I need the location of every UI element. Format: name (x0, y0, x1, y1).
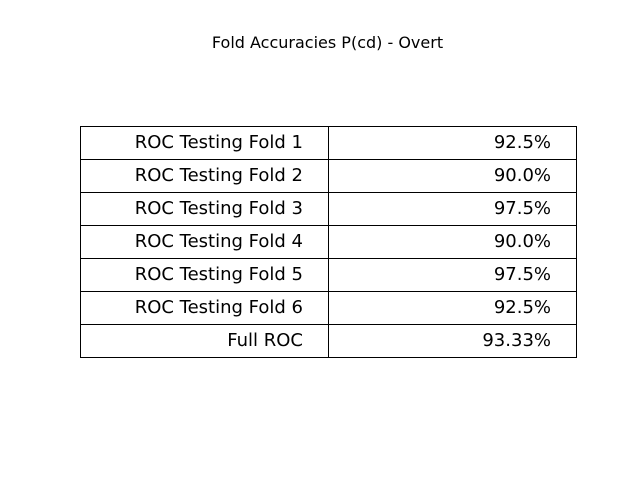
row-value: 93.33% (328, 324, 577, 358)
row-value: 90.0% (328, 225, 577, 259)
table-row: ROC Testing Fold 6 92.5% (80, 291, 577, 325)
row-label: Full ROC (80, 324, 329, 358)
row-label: ROC Testing Fold 5 (80, 258, 329, 292)
row-value: 92.5% (328, 291, 577, 325)
row-value: 90.0% (328, 159, 577, 193)
row-label: ROC Testing Fold 3 (80, 192, 329, 226)
table-row: ROC Testing Fold 1 92.5% (80, 126, 577, 160)
row-value: 97.5% (328, 258, 577, 292)
row-value: 97.5% (328, 192, 577, 226)
table-row: ROC Testing Fold 3 97.5% (80, 192, 577, 226)
row-label: ROC Testing Fold 6 (80, 291, 329, 325)
row-value: 92.5% (328, 126, 577, 160)
accuracy-table: ROC Testing Fold 1 92.5% ROC Testing Fol… (80, 126, 577, 358)
table-row: Full ROC 93.33% (80, 324, 577, 358)
row-label: ROC Testing Fold 2 (80, 159, 329, 193)
row-label: ROC Testing Fold 1 (80, 126, 329, 160)
chart-title: Fold Accuracies P(cd) - Overt (211, 33, 444, 52)
table-row: ROC Testing Fold 5 97.5% (80, 258, 577, 292)
row-label: ROC Testing Fold 4 (80, 225, 329, 259)
table-row: ROC Testing Fold 2 90.0% (80, 159, 577, 193)
table-row: ROC Testing Fold 4 90.0% (80, 225, 577, 259)
